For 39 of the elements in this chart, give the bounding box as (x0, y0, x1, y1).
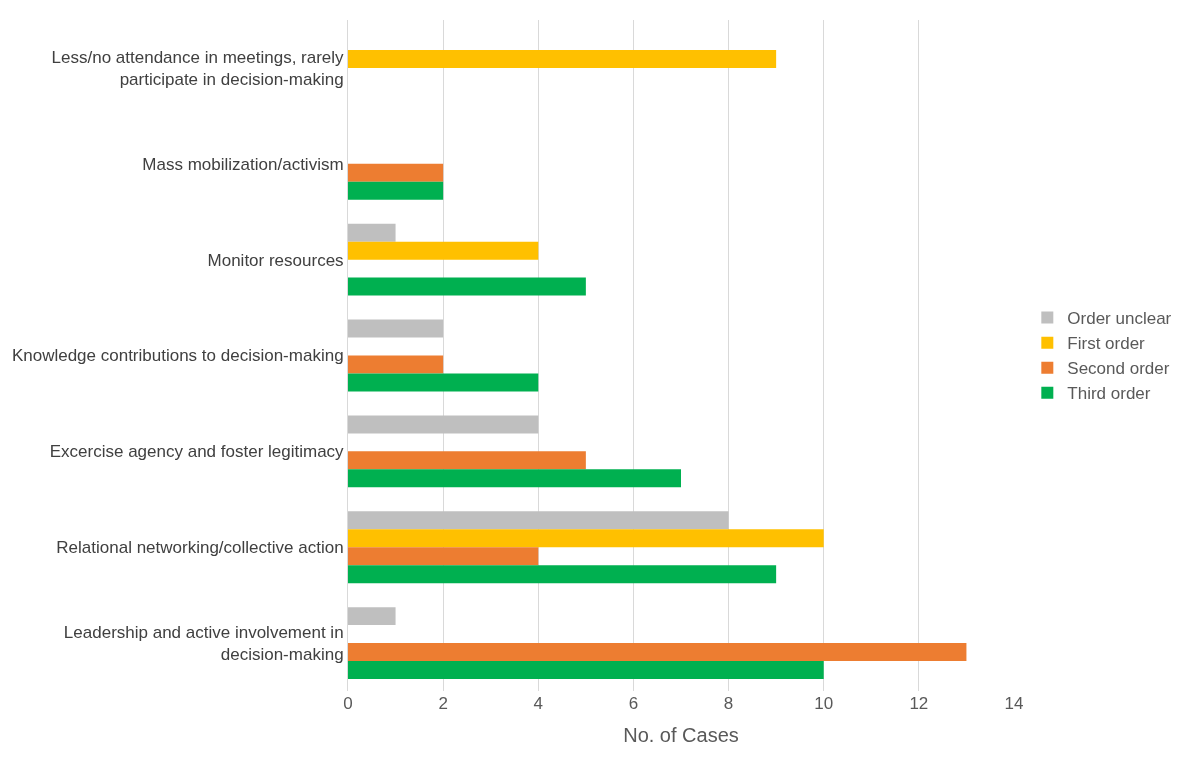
x-tick-label: 10 (814, 694, 834, 713)
x-tick-label: 6 (628, 694, 639, 713)
y-tick-label: Relational networking/collective action (56, 538, 344, 558)
bar (348, 49, 777, 68)
bar (348, 451, 586, 470)
bar (348, 223, 396, 242)
bar (348, 469, 681, 488)
y-tick-label: Leadership and active involvement in decision-making (63, 622, 344, 665)
bar (348, 319, 444, 338)
legend-label: First order (1067, 334, 1146, 354)
x-tick-label: 14 (1004, 694, 1024, 713)
bar (348, 529, 824, 548)
x-tick-label: 8 (723, 694, 734, 713)
x-tick-label: 4 (533, 694, 544, 713)
y-tick-label: Excercise agency and foster legitimacy (49, 442, 345, 462)
bar (348, 565, 777, 584)
y-tick-label: Less/no attendance in meetings, rarely participate in decision-making (51, 47, 345, 89)
y-tick-label: Knowledge contributions to decision-making (11, 346, 344, 366)
bar (348, 415, 539, 434)
bar (348, 277, 586, 296)
legend-label: Order unclear (1067, 309, 1172, 329)
x-tick-label: 0 (343, 694, 353, 713)
legend-label: Second order (1067, 359, 1170, 379)
bar (348, 373, 539, 392)
bar (348, 241, 539, 260)
bar (348, 181, 444, 200)
bar (348, 607, 396, 626)
bar (348, 163, 444, 182)
bar (348, 547, 539, 566)
bar (348, 643, 967, 662)
x-axis-title: No. of Cases (623, 723, 739, 746)
bar (348, 661, 824, 680)
x-tick-label: 12 (909, 694, 929, 713)
bar (348, 355, 444, 374)
y-tick-label: Mass mobilization/activism (142, 154, 344, 174)
y-tick-label: Monitor resources (207, 250, 344, 270)
x-tick-label: 2 (438, 694, 448, 713)
legend-label: Third order (1067, 384, 1151, 404)
bar (348, 511, 729, 530)
